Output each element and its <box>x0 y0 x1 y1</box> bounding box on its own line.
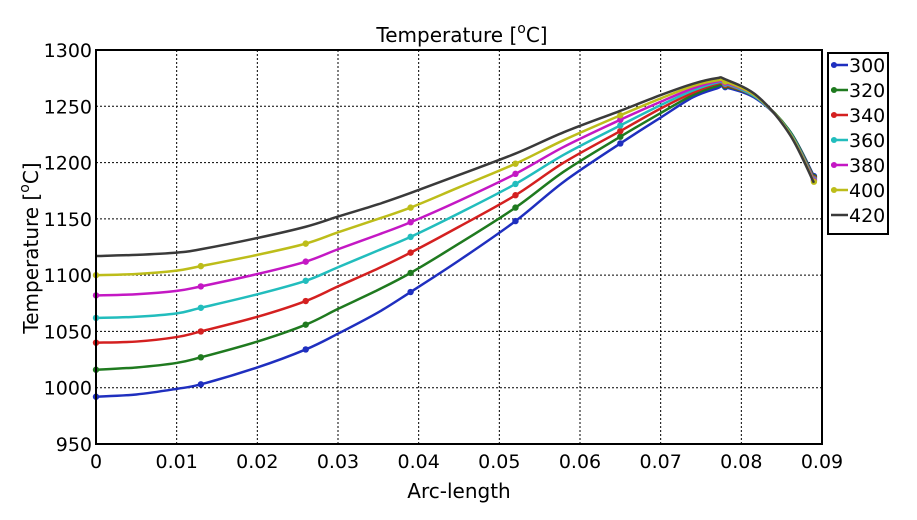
series-line-420 <box>95 76 816 258</box>
series-point-300 <box>197 381 205 388</box>
series-point-340 <box>197 328 205 335</box>
series-point-360 <box>617 122 624 129</box>
x-tick-label: 0.07 <box>640 451 682 473</box>
legend-label-320: 320 <box>849 80 885 102</box>
legend-label-340: 340 <box>849 105 885 127</box>
series-point-360 <box>197 304 205 311</box>
series-point-380 <box>197 283 205 290</box>
x-tick-label: 0.02 <box>236 451 278 473</box>
series-point-320 <box>512 204 519 211</box>
series-point-340 <box>407 249 414 256</box>
legend-label-360: 360 <box>849 130 885 152</box>
legend-marker-300 <box>831 62 837 68</box>
series-point-400 <box>407 204 414 211</box>
x-tick-label: 0.04 <box>398 451 440 473</box>
series-point-400 <box>512 160 519 167</box>
chart-title-sup: o <box>517 21 526 37</box>
series-point-320 <box>197 354 205 361</box>
y-axis-label-sup: o <box>17 184 33 193</box>
y-axis-label: Temperature [oC] <box>17 162 43 334</box>
chart-title-unit: C] <box>526 23 548 47</box>
legend-marker-340 <box>831 112 837 118</box>
legend-label-300: 300 <box>849 55 885 77</box>
legend-marker-380 <box>831 162 837 168</box>
series-point-380 <box>617 116 624 123</box>
legend-box <box>827 52 889 235</box>
series-point-320 <box>407 269 414 277</box>
series-point-380 <box>512 170 519 178</box>
y-tick-label: 1150 <box>44 209 92 231</box>
chart-title-text: Temperature [ <box>375 23 517 47</box>
legend-label-380: 380 <box>849 155 885 177</box>
series-point-340 <box>302 297 309 305</box>
series-point-300 <box>512 217 519 225</box>
x-tick-label: 0.01 <box>156 451 198 473</box>
grid-lines <box>96 50 822 444</box>
y-tick-label: 1100 <box>44 265 92 287</box>
series-point-340 <box>617 127 624 135</box>
series-point-360 <box>302 277 309 284</box>
series-point-320 <box>617 133 624 140</box>
y-tick-label: 1050 <box>44 321 92 343</box>
x-tick-label: 0.05 <box>478 451 520 473</box>
y-tick-label: 1000 <box>44 378 92 400</box>
y-tick-label: 1200 <box>44 153 92 175</box>
series-point-400 <box>197 262 205 270</box>
x-tick-label: 0 <box>90 451 102 473</box>
series-point-360 <box>512 180 519 188</box>
series-point-320 <box>302 321 309 328</box>
y-tick-label: 1250 <box>44 96 92 118</box>
series-point-300 <box>617 140 624 147</box>
x-tick-label: 0.06 <box>559 451 601 473</box>
legend-label-420: 420 <box>849 205 885 227</box>
y-tick-label: 950 <box>56 434 92 456</box>
legend-marker-320 <box>831 87 837 93</box>
series-point-400 <box>617 112 624 119</box>
plot-area <box>96 50 822 444</box>
series-point-380 <box>302 258 309 265</box>
series-layer <box>92 76 818 400</box>
legend-marker-360 <box>831 137 837 143</box>
series-point-340 <box>512 192 519 199</box>
y-tick-label: 1300 <box>44 40 92 62</box>
chart-title: Temperature [oC] <box>375 21 547 47</box>
x-tick-label: 0.03 <box>317 451 359 473</box>
legend-label-400: 400 <box>849 180 885 202</box>
y-tick-labels: 950 1000 1050 1100 1150 1200 1250 1300 <box>44 40 92 456</box>
y-axis-label-text: Temperature [ <box>19 193 43 335</box>
x-tick-label: 0.08 <box>720 451 762 473</box>
series-point-400 <box>302 240 309 247</box>
series-point-300 <box>302 346 309 353</box>
legend-marker-400 <box>831 187 837 193</box>
x-axis-label: Arc-length <box>407 479 510 503</box>
x-tick-labels: 0 0.01 0.02 0.03 0.04 0.05 0.06 0.07 0.08 0.09 <box>90 451 843 473</box>
series-point-300 <box>407 288 414 296</box>
legend: 300 320 340 360 380 400 420 <box>831 55 885 227</box>
x-tick-label: 0.09 <box>801 451 843 473</box>
y-axis-label-unit: C] <box>19 162 43 184</box>
series-point-360 <box>407 233 414 241</box>
series-point-380 <box>407 219 414 226</box>
plot-frame <box>95 49 823 445</box>
